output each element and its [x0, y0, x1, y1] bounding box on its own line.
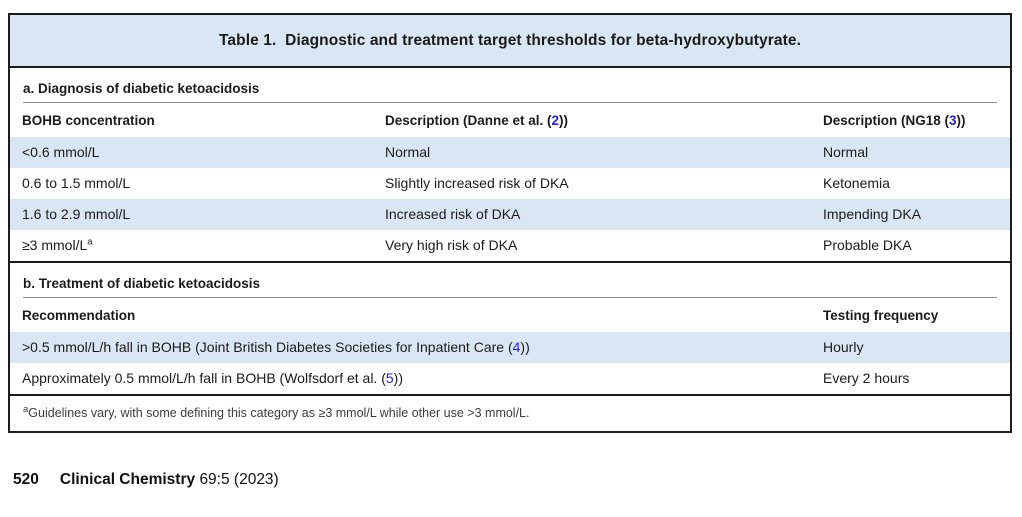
journal-name: Clinical Chemistry	[59, 471, 196, 488]
column-header-description-danne: Description (Danne et al. (2))	[385, 103, 823, 137]
cell-danne-description: Slightly increased risk of DKA	[385, 175, 569, 191]
table-1: Table 1. Diagnostic and treatment target…	[8, 13, 1012, 433]
cell-recommendation: >0.5 mmol/L/h fall in BOHB (Joint Britis…	[10, 332, 823, 363]
cell-concentration: 0.6 to 1.5 mmol/L	[22, 175, 131, 191]
cell-ng18-description: Impending DKA	[823, 206, 922, 222]
cell-ng18-description: Normal	[823, 144, 869, 160]
page-number: 520	[13, 471, 39, 488]
table-row: ≥3 mmol/La Very high risk of DKA Probabl…	[10, 230, 1010, 261]
table-row: >0.5 mmol/L/h fall in BOHB (Joint Britis…	[10, 332, 1010, 363]
reference-link-2[interactable]: 2	[551, 113, 560, 128]
column-header-description-ng18: Description (NG18 (3))	[823, 103, 1010, 137]
reference-link-5[interactable]: 5	[385, 370, 394, 386]
recommendation-text: ))	[520, 339, 530, 355]
cell-recommendation: Approximately 0.5 mmol/L/h fall in BOHB …	[10, 363, 823, 394]
cell-testing-frequency: Every 2 hours	[823, 370, 910, 386]
recommendation-text: Approximately 0.5 mmol/L/h fall in BOHB …	[22, 370, 386, 386]
table-footnote: aGuidelines vary, with some defining thi…	[10, 394, 1010, 431]
table-row: 1.6 to 2.9 mmol/L Increased risk of DKA …	[10, 199, 1010, 230]
recommendation-text: >0.5 mmol/L/h fall in BOHB (Joint Britis…	[22, 339, 513, 355]
column-header-bohb-concentration: BOHB concentration	[22, 113, 155, 128]
reference-link-4[interactable]: 4	[512, 339, 521, 355]
cell-concentration: 1.6 to 2.9 mmol/L	[22, 206, 131, 222]
table-title: Table 1. Diagnostic and treatment target…	[10, 15, 1010, 68]
header-text: ))	[956, 113, 966, 128]
table-row: Approximately 0.5 mmol/L/h fall in BOHB …	[10, 363, 1010, 394]
cell-testing-frequency: Hourly	[823, 339, 864, 355]
cell-ng18-description: Probable DKA	[823, 237, 912, 253]
reference-link-3[interactable]: 3	[949, 113, 957, 128]
section-b-header-row: Recommendation Testing frequency	[10, 298, 1010, 332]
cell-concentration: ≥3 mmol/La	[10, 230, 385, 261]
column-header-testing-frequency: Testing frequency	[823, 308, 939, 323]
column-header-recommendation: Recommendation	[22, 308, 136, 323]
header-text: ))	[559, 113, 569, 128]
journal-footer: 520 Clinical Chemistry 69:5 (2023)	[13, 471, 279, 489]
recommendation-text: ))	[393, 370, 403, 386]
section-b-heading: b. Treatment of diabetic ketoacidosis	[23, 263, 997, 298]
journal-issue: 69:5 (2023)	[199, 471, 279, 488]
section-divider	[10, 261, 1010, 263]
section-a-header-row: BOHB concentration Description (Danne et…	[10, 103, 1010, 137]
section-a-heading: a. Diagnosis of diabetic ketoacidosis	[23, 68, 997, 103]
header-text: Description (Danne et al. (	[385, 113, 552, 128]
cell-danne-description: Very high risk of DKA	[385, 237, 518, 253]
cell-concentration: <0.6 mmol/L	[22, 144, 100, 160]
header-text: Description (NG18 (	[823, 113, 950, 128]
table-row: 0.6 to 1.5 mmol/L Slightly increased ris…	[10, 168, 1010, 199]
cell-ng18-description: Ketonemia	[823, 175, 890, 191]
footnote-marker-a: a	[87, 236, 93, 248]
table-row: <0.6 mmol/L Normal Normal	[10, 137, 1010, 168]
cell-danne-description: Normal	[385, 144, 431, 160]
footnote-marker: a	[23, 403, 29, 415]
footnote-text: Guidelines vary, with some defining this…	[28, 406, 530, 420]
cell-danne-description: Increased risk of DKA	[385, 206, 521, 222]
concentration-text: ≥3 mmol/L	[22, 237, 88, 253]
